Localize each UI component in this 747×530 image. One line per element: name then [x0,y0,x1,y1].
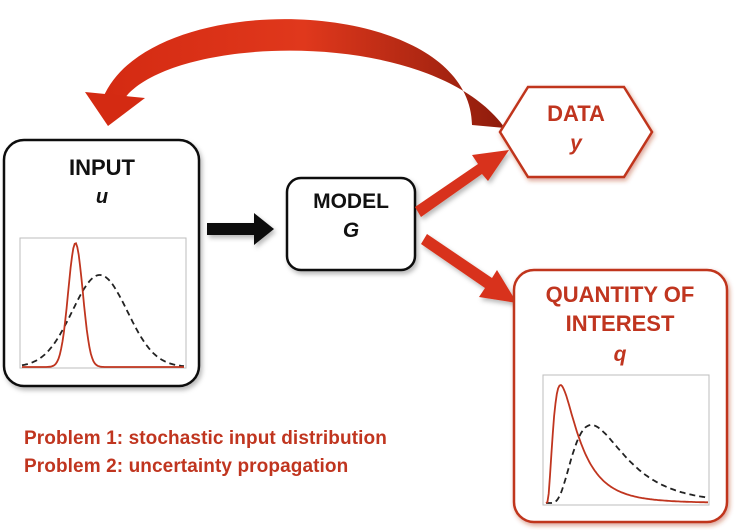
data-node: DATA y [498,85,654,179]
input-symbol: u [96,186,108,208]
problem-2-text: Problem 2: uncertainty propagation [24,456,349,477]
data-hexagon [498,85,654,179]
qoi-title-line2: INTEREST [566,311,675,336]
input-distribution-plot [19,237,187,369]
qoi-title-line1: QUANTITY OF [546,282,695,307]
input-title: INPUT [69,155,136,180]
model-title: MODEL [313,190,389,213]
input-posterior-curve [22,242,184,368]
input-node: INPUT u [2,138,201,388]
feedback-arrow-body [103,19,505,128]
model-node: MODEL G [285,176,417,272]
qoi-symbol: q [614,343,627,366]
qoi-prior-curve [546,424,709,504]
feedback-arrow [85,19,505,128]
input-prior-curve [21,274,185,367]
data-symbol: y [569,132,583,155]
model-box [285,176,417,272]
model-symbol: G [343,219,359,242]
input-plot-frame [19,237,187,369]
qoi-distribution-plot [542,374,710,506]
qoi-posterior-curve [545,383,708,504]
input-to-model-arrow [207,213,274,245]
model-to-qoi-arrow [421,234,517,303]
data-title: DATA [547,101,605,126]
problem-1-text: Problem 1: stochastic input distribution [24,428,387,449]
qoi-plot-frame [542,374,710,506]
qoi-node: QUANTITY OF INTEREST q [512,268,729,524]
model-to-data-arrow [415,150,509,217]
feedback-arrow-head [85,92,145,126]
